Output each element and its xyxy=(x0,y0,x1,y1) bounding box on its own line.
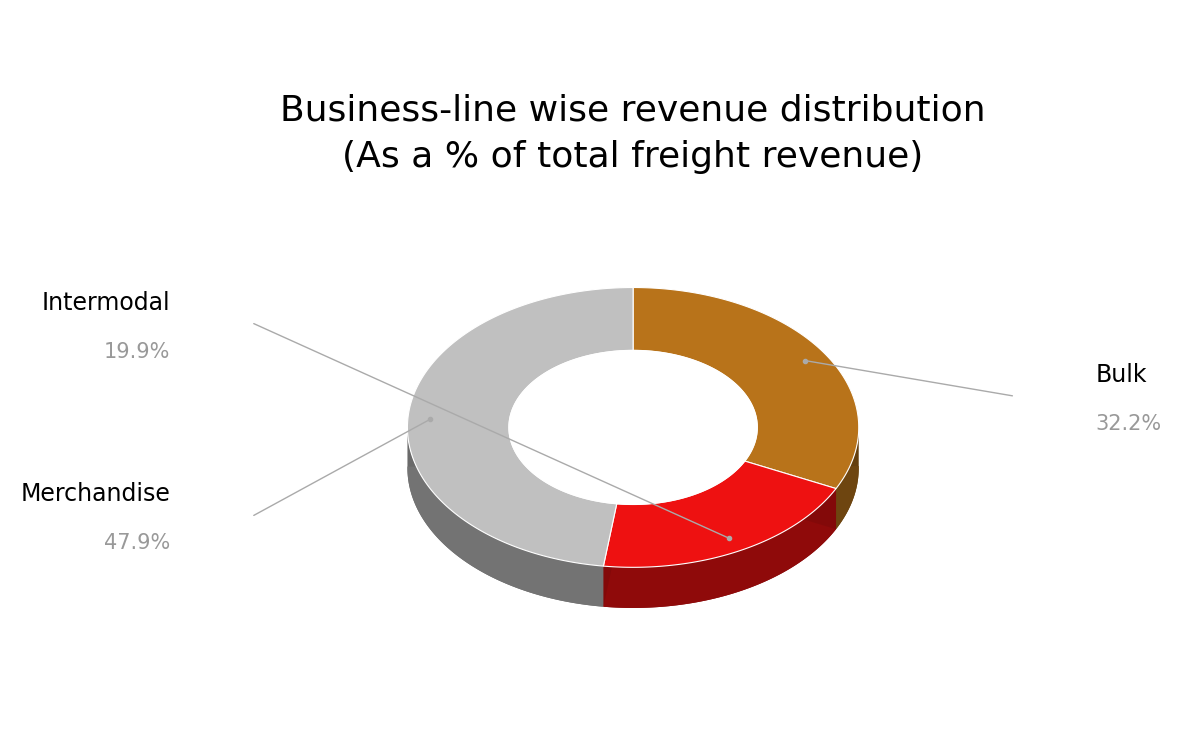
Polygon shape xyxy=(408,467,617,607)
Text: Intermodal: Intermodal xyxy=(42,291,170,315)
Polygon shape xyxy=(408,426,604,607)
Polygon shape xyxy=(408,287,634,566)
Polygon shape xyxy=(617,461,745,545)
Polygon shape xyxy=(509,350,757,505)
Polygon shape xyxy=(745,427,757,502)
Text: 19.9%: 19.9% xyxy=(104,341,170,361)
Polygon shape xyxy=(604,502,836,608)
Text: Bulk: Bulk xyxy=(1096,363,1147,387)
Text: Business-line wise revenue distribution
(As a % of total freight revenue): Business-line wise revenue distribution … xyxy=(281,93,986,174)
Polygon shape xyxy=(509,427,617,545)
Polygon shape xyxy=(745,466,859,529)
Text: 32.2%: 32.2% xyxy=(1096,414,1162,434)
Polygon shape xyxy=(836,425,859,529)
Polygon shape xyxy=(604,488,836,608)
Polygon shape xyxy=(604,461,836,568)
Text: 47.9%: 47.9% xyxy=(104,533,170,554)
Text: Merchandise: Merchandise xyxy=(20,482,170,506)
Polygon shape xyxy=(634,287,859,488)
